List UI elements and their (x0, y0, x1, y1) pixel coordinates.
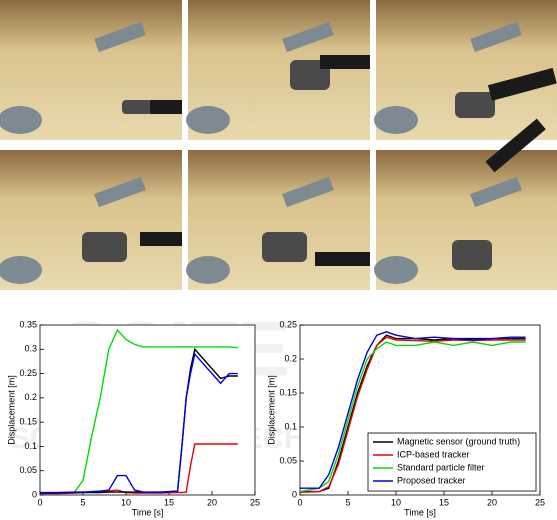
y-axis-label: Displacement [m] (6, 375, 16, 445)
legend-label: Standard particle filter (397, 462, 485, 472)
y-tick-label: 0.15 (19, 417, 37, 427)
x-tick-label: 25 (535, 497, 545, 507)
figure: SCITE SCIENCE AND TECH 00.050.10.150.20.… (0, 0, 557, 520)
y-tick-label: 0.35 (19, 319, 37, 329)
y-tick-label: 0.1 (284, 421, 297, 431)
y-tick-label: 0.25 (279, 319, 297, 329)
legend-label: Magnetic sensor (ground truth) (397, 436, 520, 446)
x-tick-label: 20 (487, 497, 497, 507)
x-tick-label: 10 (121, 497, 131, 507)
x-tick-label: 0 (37, 497, 42, 507)
x-tick-label: 15 (164, 497, 174, 507)
x-tick-label: 5 (80, 497, 85, 507)
y-tick-label: 0.3 (24, 344, 37, 354)
x-tick-label: 5 (345, 497, 350, 507)
y-tick-label: 0.05 (279, 455, 297, 465)
legend: Magnetic sensor (ground truth) ICP-based … (368, 433, 536, 491)
legend-label: ICP-based tracker (397, 449, 470, 459)
x-axis-label: Time [s] (404, 507, 436, 517)
legend-label: Proposed tracker (397, 475, 466, 485)
y-tick-label: 0.2 (284, 353, 297, 363)
x-tick-label: 25 (250, 497, 260, 507)
x-axis-label: Time [s] (132, 507, 164, 517)
y-tick-label: 0.05 (19, 465, 37, 475)
y-tick-label: 0.1 (24, 441, 37, 451)
y-axis-label: Displacement [m] (266, 375, 276, 445)
x-tick-label: 0 (297, 497, 302, 507)
plot-area (40, 325, 255, 495)
x-tick-label: 10 (391, 497, 401, 507)
y-tick-label: 0 (32, 489, 37, 499)
x-tick-label: 15 (439, 497, 449, 507)
y-tick-label: 0.15 (279, 387, 297, 397)
photos (0, 0, 557, 290)
y-tick-label: 0.25 (19, 368, 37, 378)
y-tick-label: 0.2 (24, 392, 37, 402)
y-tick-label: 0 (292, 489, 297, 499)
x-tick-label: 20 (207, 497, 217, 507)
